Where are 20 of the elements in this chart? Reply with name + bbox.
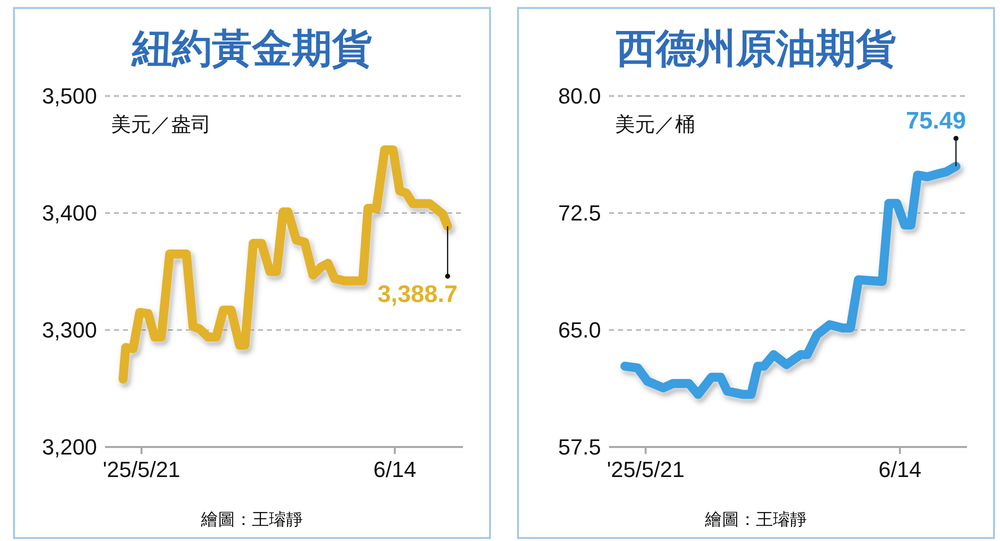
- x-tick-label: '25/5/21: [606, 457, 684, 482]
- annotation: 3,388.7: [378, 281, 458, 308]
- x-tick-label: '25/5/21: [102, 457, 180, 482]
- y-tick-label: 3,500: [42, 84, 97, 109]
- text: 繪圖：王璿靜: [200, 510, 303, 529]
- y-tick-label: 65.0: [558, 318, 601, 343]
- text: 繪圖：王璿靜: [704, 510, 807, 529]
- y-axis-title: 美元／盎司: [111, 113, 211, 136]
- y-tick-label: 3,300: [42, 318, 97, 343]
- x-tick-label: 6/14: [373, 457, 416, 482]
- y-tick-label: 3,400: [42, 200, 97, 226]
- chart-title: 西德州原油期貨: [615, 27, 896, 71]
- y-tick-label: 80.0: [558, 84, 601, 109]
- y-tick-label: 57.5: [558, 434, 601, 460]
- y-axis-title: 美元／桶: [615, 113, 695, 136]
- x-tick-label: 6/14: [878, 457, 922, 482]
- y-tick-label: 3,200: [42, 434, 97, 460]
- y-tick-label: 72.5: [558, 200, 601, 226]
- chart-title: 紐約黃金期貨: [131, 27, 372, 71]
- annotation: 75.49: [906, 107, 966, 134]
